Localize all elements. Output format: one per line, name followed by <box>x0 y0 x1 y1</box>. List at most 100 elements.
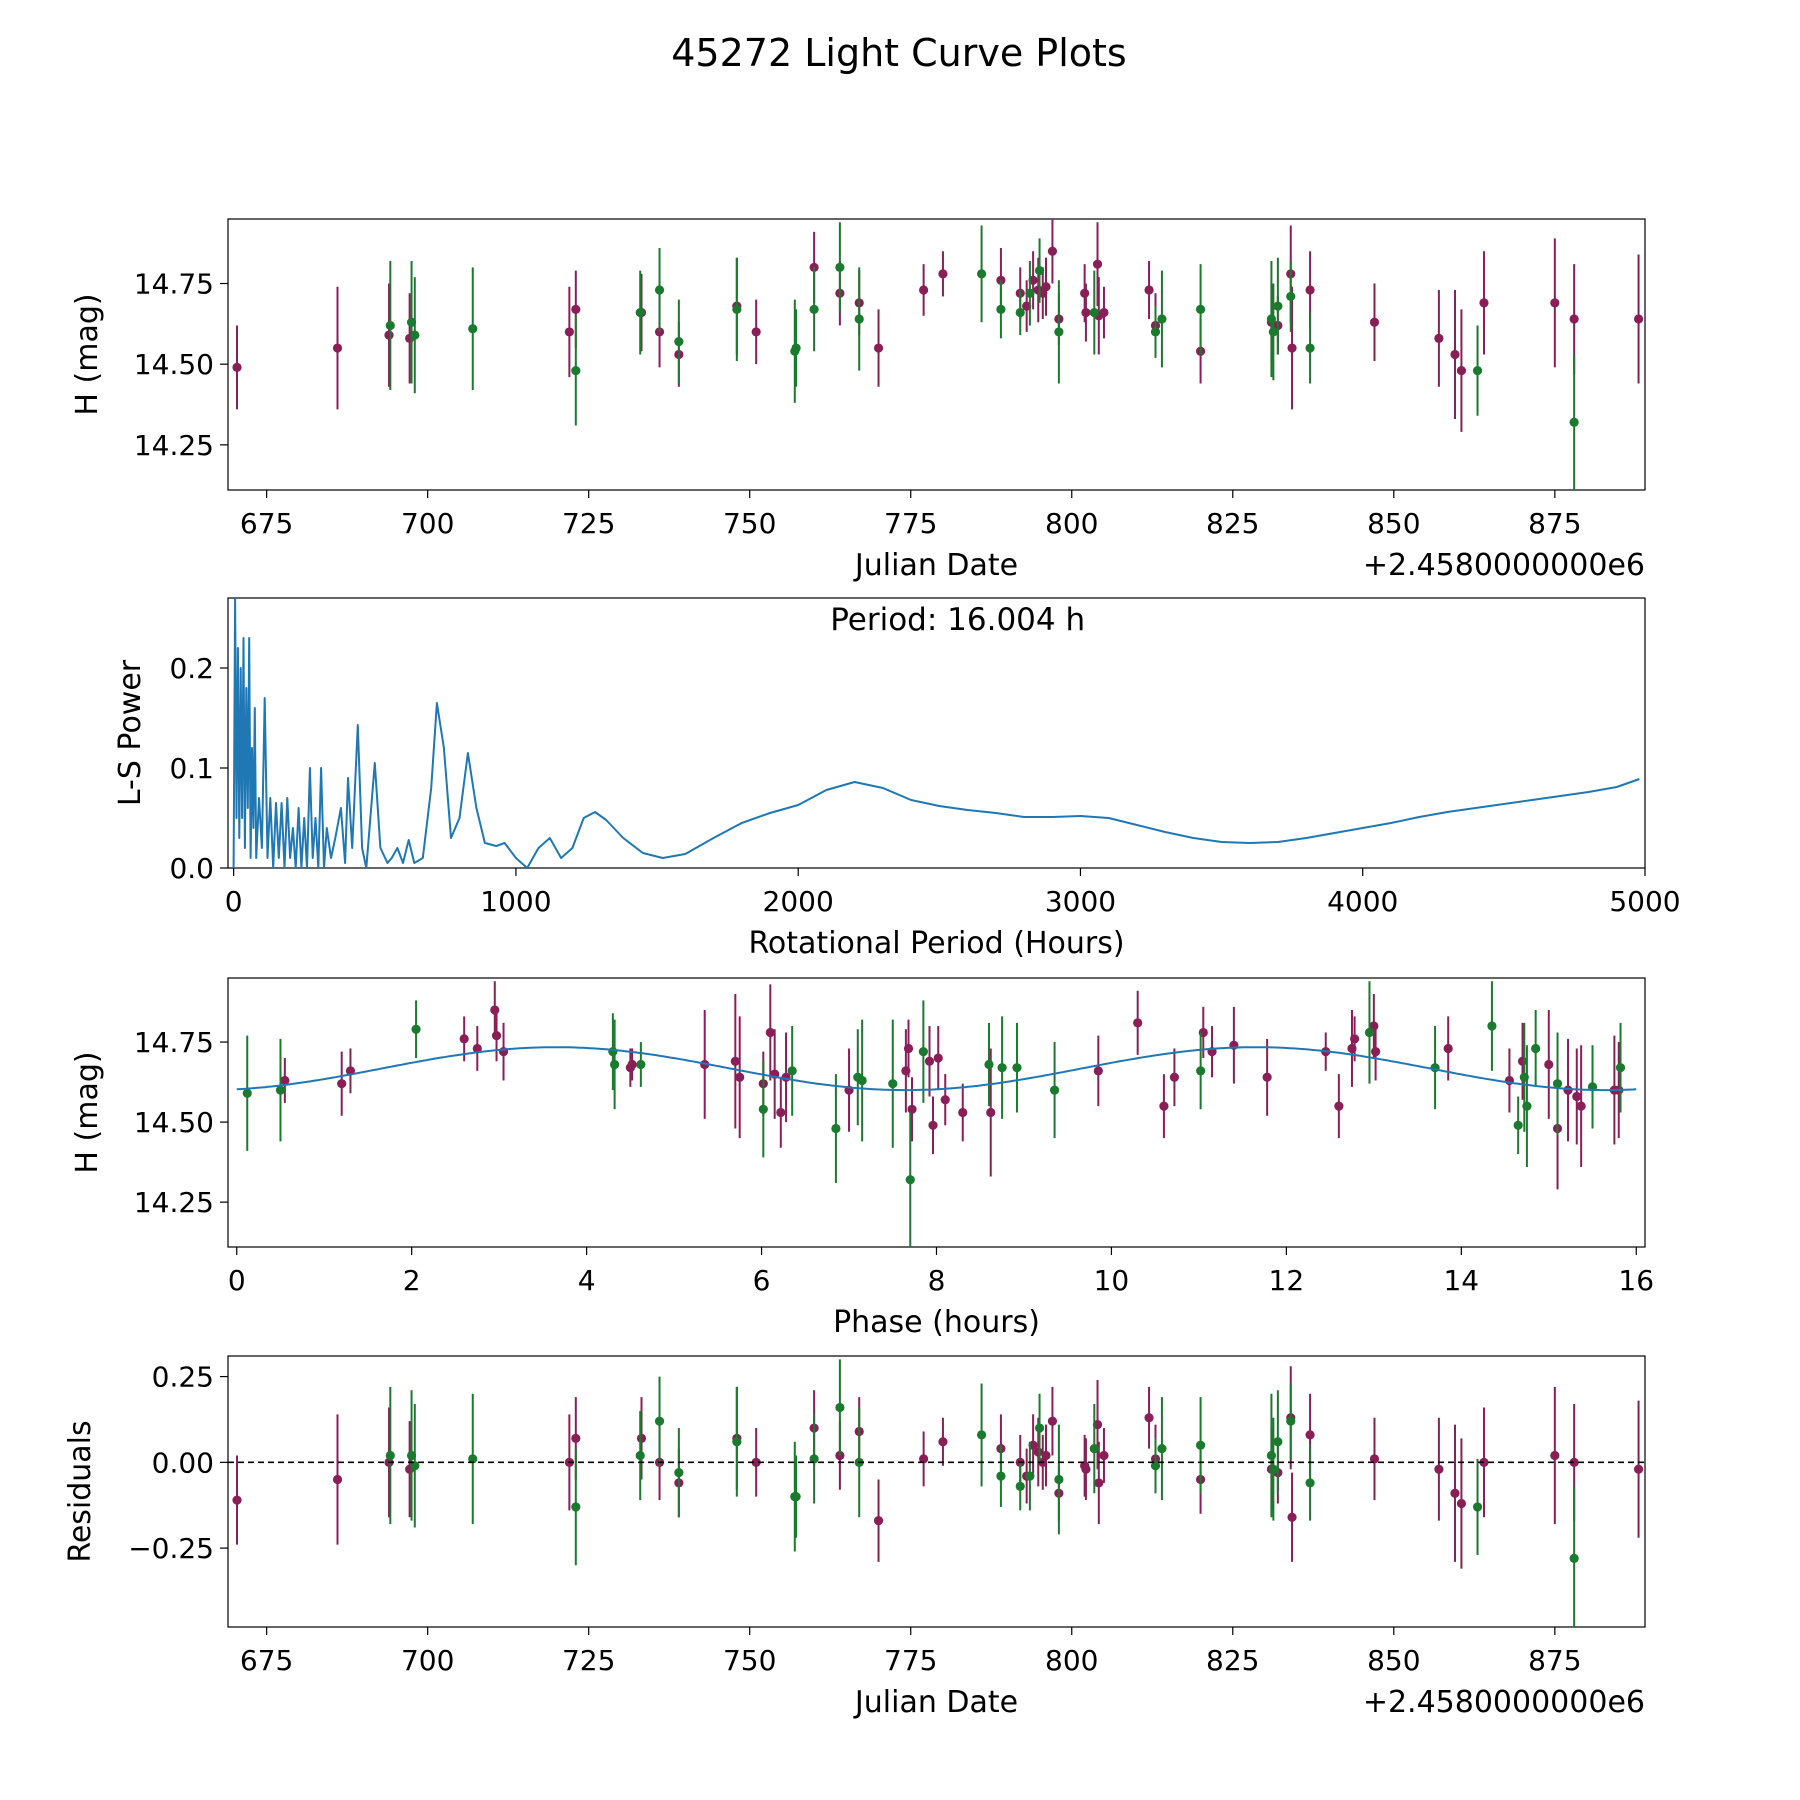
data-point <box>1150 327 1161 337</box>
data-point <box>919 285 929 295</box>
data-point <box>1550 1450 1560 1461</box>
x-tick-label: 16 <box>1618 1264 1654 1297</box>
plot-frame <box>227 218 1646 491</box>
data-point <box>873 343 884 353</box>
data-point <box>1025 1471 1035 1481</box>
data-point <box>627 1059 637 1070</box>
x-tick-label: 2000 <box>763 885 834 918</box>
data-point <box>1364 1027 1375 1038</box>
lightcurve-panel: 675 700 725 750 775 800 825 850 875 14.25 14.50 14.… <box>70 218 1646 583</box>
data-point <box>571 1433 581 1443</box>
y-tick-label: 0.2 <box>169 652 214 685</box>
data-point <box>918 1047 928 1057</box>
x-tick-label: 12 <box>1269 1264 1305 1297</box>
x-tick-label: 0 <box>225 885 243 918</box>
data-point <box>1268 327 1278 337</box>
data-point <box>835 262 845 272</box>
data-point <box>976 1430 987 1440</box>
data-point <box>1054 1474 1064 1485</box>
x-tick-label: 3000 <box>1045 885 1116 918</box>
x-tick-label: 1000 <box>480 885 551 918</box>
data-point <box>635 307 645 318</box>
data-point <box>903 1043 914 1054</box>
data-point <box>1157 1444 1167 1454</box>
phased-panel: 0 2 4 6 8 10 12 14 16 14.25 14.50 14.75 Phase (hours… <box>70 977 1654 1340</box>
data-point <box>809 1454 819 1464</box>
x-tick-label: 750 <box>723 1644 776 1677</box>
data-point <box>411 1024 421 1034</box>
periodogram-panel: 0 1000 2000 3000 4000 5000 0.0 0.1 0.2 Rotational… <box>113 597 1681 961</box>
x-tick-label: 825 <box>1206 507 1259 540</box>
data-point <box>1633 314 1644 324</box>
data-point <box>1273 301 1283 311</box>
x-tick-label: 700 <box>401 1644 454 1677</box>
data-point <box>571 304 581 314</box>
data-point <box>940 1095 950 1105</box>
data-point <box>1273 1437 1283 1447</box>
x-tick-label: 800 <box>1045 507 1098 540</box>
x-tick-label: 725 <box>562 1644 615 1677</box>
data-point <box>1099 1450 1109 1461</box>
data-point <box>384 330 394 340</box>
plot-area <box>232 598 1640 868</box>
data-point <box>232 1495 242 1505</box>
data-point <box>905 1175 915 1185</box>
residuals-panel: 675 700 725 750 775 800 825 850 875 −0.25 0.00 0.25… <box>63 1355 1646 1720</box>
data-point <box>1144 285 1154 295</box>
data-point <box>410 1461 420 1471</box>
data-point <box>1334 1101 1344 1111</box>
figure-title: 45272 Light Curve Plots <box>671 31 1126 75</box>
data-point <box>997 1063 1007 1073</box>
data-point <box>996 1471 1006 1481</box>
data-point <box>1169 1072 1180 1082</box>
data-point <box>1054 327 1064 337</box>
data-point <box>472 1043 482 1054</box>
y-tick-label: 14.75 <box>134 1026 214 1059</box>
series-filter-b <box>385 222 1579 490</box>
x-tick-label: 800 <box>1045 1644 1098 1677</box>
x-tick-label: 5000 <box>1609 885 1680 918</box>
data-point <box>468 1454 478 1464</box>
plot-area <box>232 219 1644 490</box>
data-point <box>732 304 742 314</box>
data-point <box>928 1120 938 1130</box>
data-point <box>984 1059 994 1070</box>
data-point <box>1443 1043 1453 1054</box>
data-point <box>1150 1461 1161 1471</box>
data-point <box>275 1085 286 1095</box>
data-point <box>1369 1454 1380 1464</box>
data-point <box>610 1059 620 1070</box>
x-tick-label: 750 <box>723 507 776 540</box>
x-tick-label: 825 <box>1206 1644 1259 1677</box>
data-point <box>1041 1450 1051 1461</box>
data-point <box>765 1027 775 1038</box>
data-point <box>831 1123 841 1134</box>
data-point <box>635 1450 645 1461</box>
data-point <box>1196 1066 1206 1076</box>
x-tick-label: 2 <box>403 1264 421 1297</box>
x-axis-label: Julian Date <box>853 548 1018 583</box>
data-point <box>751 327 761 337</box>
data-point <box>758 1104 768 1114</box>
data-point <box>332 1474 343 1485</box>
data-point <box>1513 1120 1523 1130</box>
data-point <box>809 304 819 314</box>
data-point <box>468 324 478 334</box>
x-axis-label: Julian Date <box>853 1685 1018 1720</box>
data-point <box>1434 333 1444 343</box>
data-point <box>1456 1498 1467 1509</box>
data-point <box>958 1107 968 1118</box>
data-point <box>337 1079 347 1089</box>
data-point <box>996 304 1006 314</box>
data-point <box>1369 317 1380 327</box>
data-point <box>280 1075 290 1086</box>
data-point <box>1195 1440 1206 1450</box>
period-annotation: Period: 16.004 h <box>830 602 1085 638</box>
x-tick-label: 4 <box>578 1264 596 1297</box>
data-point <box>857 1075 867 1086</box>
y-tick-label: 14.50 <box>134 1106 214 1139</box>
data-point <box>1370 1047 1381 1057</box>
data-point <box>1094 1478 1104 1488</box>
data-point <box>1576 1101 1586 1111</box>
data-point <box>674 336 684 347</box>
